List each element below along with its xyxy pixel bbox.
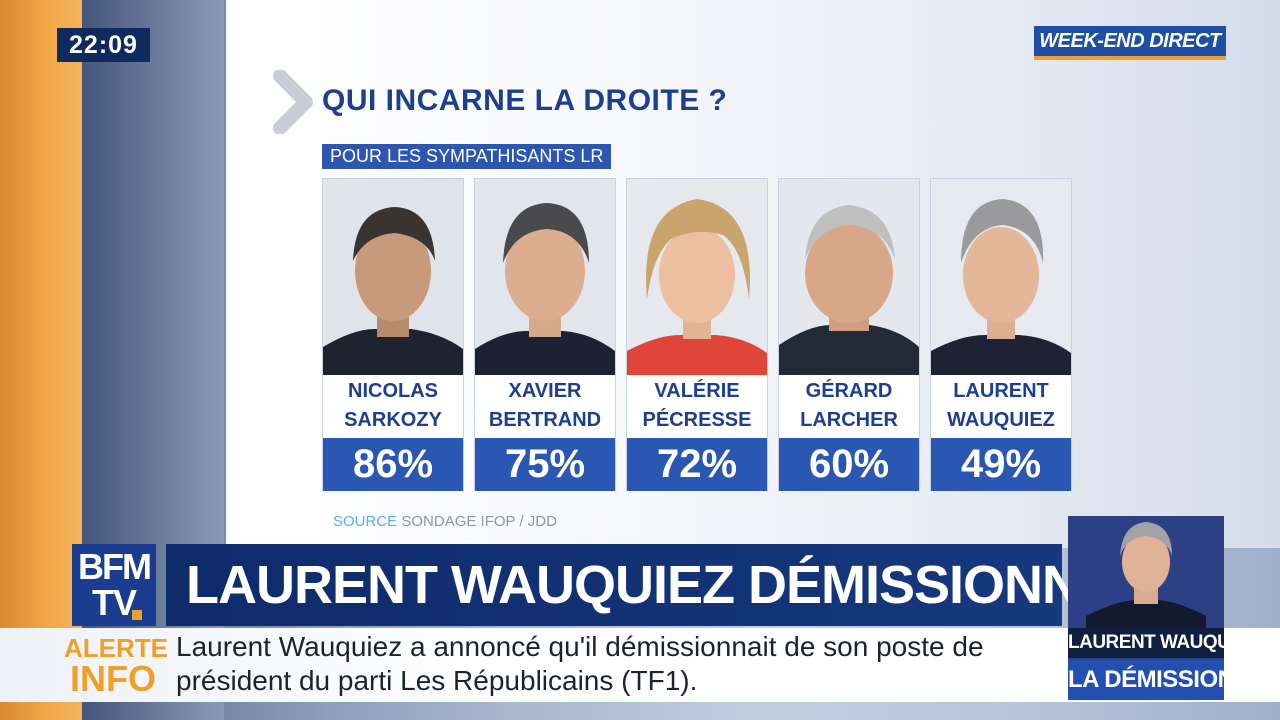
portrait-photo — [779, 179, 919, 375]
graphic-subtitle: POUR LES SYMPATHISANTS LR — [322, 144, 612, 169]
candidate-percentage: 75% — [475, 438, 615, 491]
candidate-card: XAVIER BERTRAND 75% — [474, 178, 616, 491]
channel-logo: BFM TV — [72, 544, 156, 626]
portrait-photo — [931, 179, 1071, 375]
candidate-card: VALÉRIE PÉCRESSE 72% — [626, 178, 768, 491]
candidate-name: VALÉRIE PÉCRESSE — [642, 380, 752, 431]
ticker-bar — [0, 628, 1280, 702]
headline-banner: LAURENT WAUQUIEZ DÉMISSIONNE — [166, 544, 1132, 626]
candidate-percentage: 49% — [931, 438, 1071, 491]
pip-caption-topic: LA DÉMISSION — [1068, 660, 1224, 700]
candidate-name: NICOLAS SARKOZY — [344, 380, 442, 431]
ticker-text: Laurent Wauquiez a annoncé qu'il démissi… — [176, 631, 984, 696]
background-orange-stripe — [0, 0, 82, 720]
show-tag: WEEK-END DIRECT — [1034, 26, 1226, 60]
logo-dot — [132, 610, 142, 620]
portrait-photo — [323, 179, 463, 375]
candidate-percentage: 86% — [323, 438, 463, 491]
candidate-name: XAVIER BERTRAND — [488, 380, 602, 431]
portrait-photo — [627, 179, 767, 375]
candidate-name: LAURENT WAUQUIEZ — [947, 380, 1055, 431]
clock: 22:09 — [57, 28, 150, 62]
candidate-card: LAURENT WAUQUIEZ 49% — [930, 178, 1072, 491]
candidate-name: GÉRARD LARCHER — [800, 380, 898, 431]
alert-info-label: ALERTE INFO — [64, 633, 168, 699]
pip-caption-name: LAURENT WAUQUIEZ — [1068, 628, 1224, 658]
pip-portrait-photo — [1068, 516, 1224, 636]
candidate-percentage: 60% — [779, 438, 919, 491]
chevron-right-icon — [273, 70, 313, 134]
picture-in-picture: LAURENT WAUQUIEZ LA DÉMISSION — [1068, 516, 1224, 700]
candidate-card: GÉRARD LARCHER 60% — [778, 178, 920, 491]
source-credit: SOURCE SONDAGE IFOP / JDD — [333, 513, 557, 530]
portrait-photo — [475, 179, 615, 375]
graphic-title: QUI INCARNE LA DROITE ? — [322, 84, 728, 117]
candidate-percentage: 72% — [627, 438, 767, 491]
candidate-card: NICOLAS SARKOZY 86% — [322, 178, 464, 491]
